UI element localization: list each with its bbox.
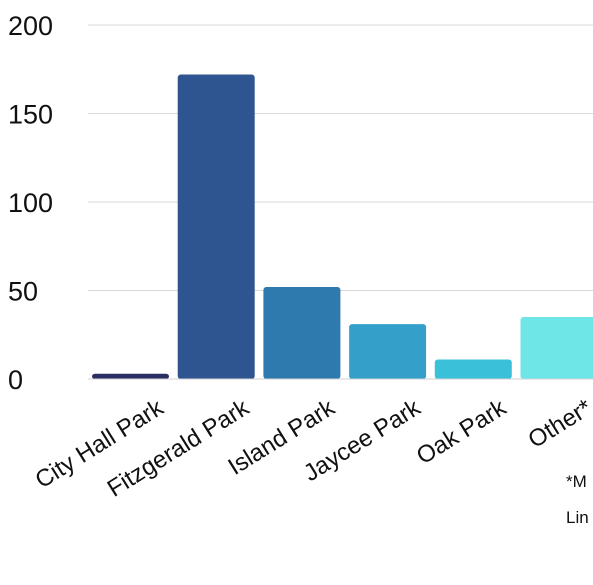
footnote-line: Lin	[566, 508, 589, 527]
x-tick-label: Fitzgerald Park	[103, 394, 255, 503]
y-axis-ticks: 0 50 100 150 200	[8, 11, 53, 395]
y-tick-label: 100	[8, 188, 53, 218]
footnote: *M Lin	[566, 472, 589, 527]
bar-city-hall-park	[92, 373, 169, 379]
bar-oak-park	[434, 359, 512, 379]
footnote-line: *M	[566, 472, 587, 491]
y-tick-label: 200	[8, 11, 53, 41]
bars	[92, 74, 593, 379]
x-tick-label: Other*	[524, 394, 593, 454]
x-tick-label: Oak Park	[412, 394, 512, 470]
y-tick-label: 150	[8, 100, 53, 130]
bar-jaycee-park	[349, 324, 427, 379]
y-tick-label: 0	[8, 365, 23, 395]
bar-island-park	[263, 286, 341, 379]
y-tick-label: 50	[8, 277, 38, 307]
gridlines	[88, 24, 593, 291]
bar-fitzgerald-park	[177, 74, 255, 379]
bar-other	[520, 317, 593, 379]
